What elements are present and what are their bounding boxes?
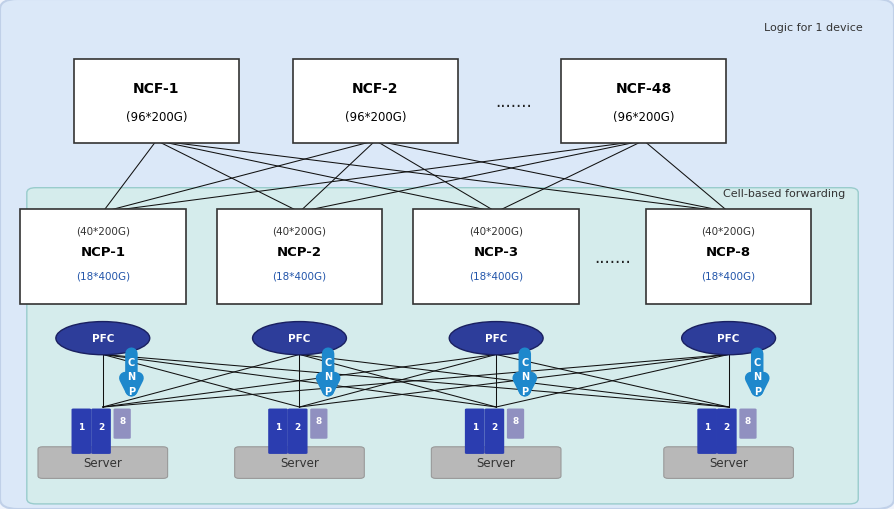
Text: (40*200G): (40*200G) xyxy=(469,225,523,236)
Text: Cell-based forwarding: Cell-based forwarding xyxy=(722,188,845,199)
FancyBboxPatch shape xyxy=(288,409,308,454)
Text: (18*400G): (18*400G) xyxy=(702,271,755,281)
Text: NCP-1: NCP-1 xyxy=(80,245,125,259)
Text: NCF-48: NCF-48 xyxy=(616,82,671,96)
Text: P: P xyxy=(754,386,761,396)
FancyBboxPatch shape xyxy=(413,210,579,304)
Text: 8: 8 xyxy=(512,416,519,426)
Text: 8: 8 xyxy=(745,416,751,426)
Ellipse shape xyxy=(55,322,150,355)
Text: .......: ....... xyxy=(594,248,631,266)
Text: 2: 2 xyxy=(724,422,730,432)
Text: NCP-2: NCP-2 xyxy=(277,245,322,259)
Text: (40*200G): (40*200G) xyxy=(702,225,755,236)
Text: NCP-3: NCP-3 xyxy=(474,245,519,259)
Text: 8: 8 xyxy=(119,416,125,426)
Text: 1: 1 xyxy=(79,422,84,432)
Text: PFC: PFC xyxy=(485,333,508,344)
FancyBboxPatch shape xyxy=(38,447,168,478)
FancyBboxPatch shape xyxy=(739,409,756,439)
Text: NCF-2: NCF-2 xyxy=(352,82,399,96)
FancyBboxPatch shape xyxy=(27,188,858,504)
Text: PFC: PFC xyxy=(91,333,114,344)
Text: P: P xyxy=(521,386,528,396)
Text: (18*400G): (18*400G) xyxy=(469,271,523,281)
FancyBboxPatch shape xyxy=(234,447,365,478)
Text: N: N xyxy=(324,372,333,382)
FancyBboxPatch shape xyxy=(73,60,239,144)
FancyBboxPatch shape xyxy=(697,409,717,454)
Text: 1: 1 xyxy=(704,422,710,432)
Text: C: C xyxy=(521,357,528,367)
FancyBboxPatch shape xyxy=(465,409,485,454)
FancyBboxPatch shape xyxy=(645,210,812,304)
Text: 2: 2 xyxy=(98,422,104,432)
Text: P: P xyxy=(325,386,332,396)
Text: (18*400G): (18*400G) xyxy=(273,271,326,281)
Text: (40*200G): (40*200G) xyxy=(273,225,326,236)
Text: (18*400G): (18*400G) xyxy=(76,271,130,281)
Text: NCP-8: NCP-8 xyxy=(706,245,751,259)
FancyBboxPatch shape xyxy=(717,409,737,454)
FancyBboxPatch shape xyxy=(114,409,131,439)
FancyBboxPatch shape xyxy=(293,60,458,144)
FancyBboxPatch shape xyxy=(507,409,524,439)
Text: N: N xyxy=(753,372,762,382)
Text: (96*200G): (96*200G) xyxy=(345,110,406,124)
Text: 2: 2 xyxy=(295,422,300,432)
Text: NCF-1: NCF-1 xyxy=(133,82,180,96)
FancyBboxPatch shape xyxy=(72,409,91,454)
FancyBboxPatch shape xyxy=(663,447,794,478)
Text: 2: 2 xyxy=(492,422,497,432)
FancyBboxPatch shape xyxy=(310,409,327,439)
Text: C: C xyxy=(754,357,761,367)
FancyBboxPatch shape xyxy=(431,447,561,478)
Text: 8: 8 xyxy=(316,416,322,426)
Text: Server: Server xyxy=(709,456,748,469)
Text: Logic for 1 device: Logic for 1 device xyxy=(764,23,863,33)
Text: Server: Server xyxy=(280,456,319,469)
Text: .......: ....... xyxy=(495,93,533,111)
Ellipse shape xyxy=(681,322,775,355)
FancyBboxPatch shape xyxy=(91,409,111,454)
Text: Server: Server xyxy=(83,456,122,469)
Text: 1: 1 xyxy=(275,422,281,432)
Text: C: C xyxy=(128,357,135,367)
FancyBboxPatch shape xyxy=(561,60,726,144)
Text: P: P xyxy=(128,386,135,396)
FancyBboxPatch shape xyxy=(268,409,288,454)
Text: (40*200G): (40*200G) xyxy=(76,225,130,236)
Text: PFC: PFC xyxy=(288,333,311,344)
FancyBboxPatch shape xyxy=(21,210,186,304)
Text: PFC: PFC xyxy=(717,333,740,344)
Text: N: N xyxy=(520,372,529,382)
FancyBboxPatch shape xyxy=(485,409,504,454)
Text: 1: 1 xyxy=(472,422,477,432)
Text: (96*200G): (96*200G) xyxy=(613,110,674,124)
Text: (96*200G): (96*200G) xyxy=(126,110,187,124)
Text: C: C xyxy=(325,357,332,367)
Text: N: N xyxy=(127,372,136,382)
Ellipse shape xyxy=(253,322,347,355)
Ellipse shape xyxy=(450,322,544,355)
FancyBboxPatch shape xyxy=(217,210,383,304)
Text: Server: Server xyxy=(477,456,516,469)
